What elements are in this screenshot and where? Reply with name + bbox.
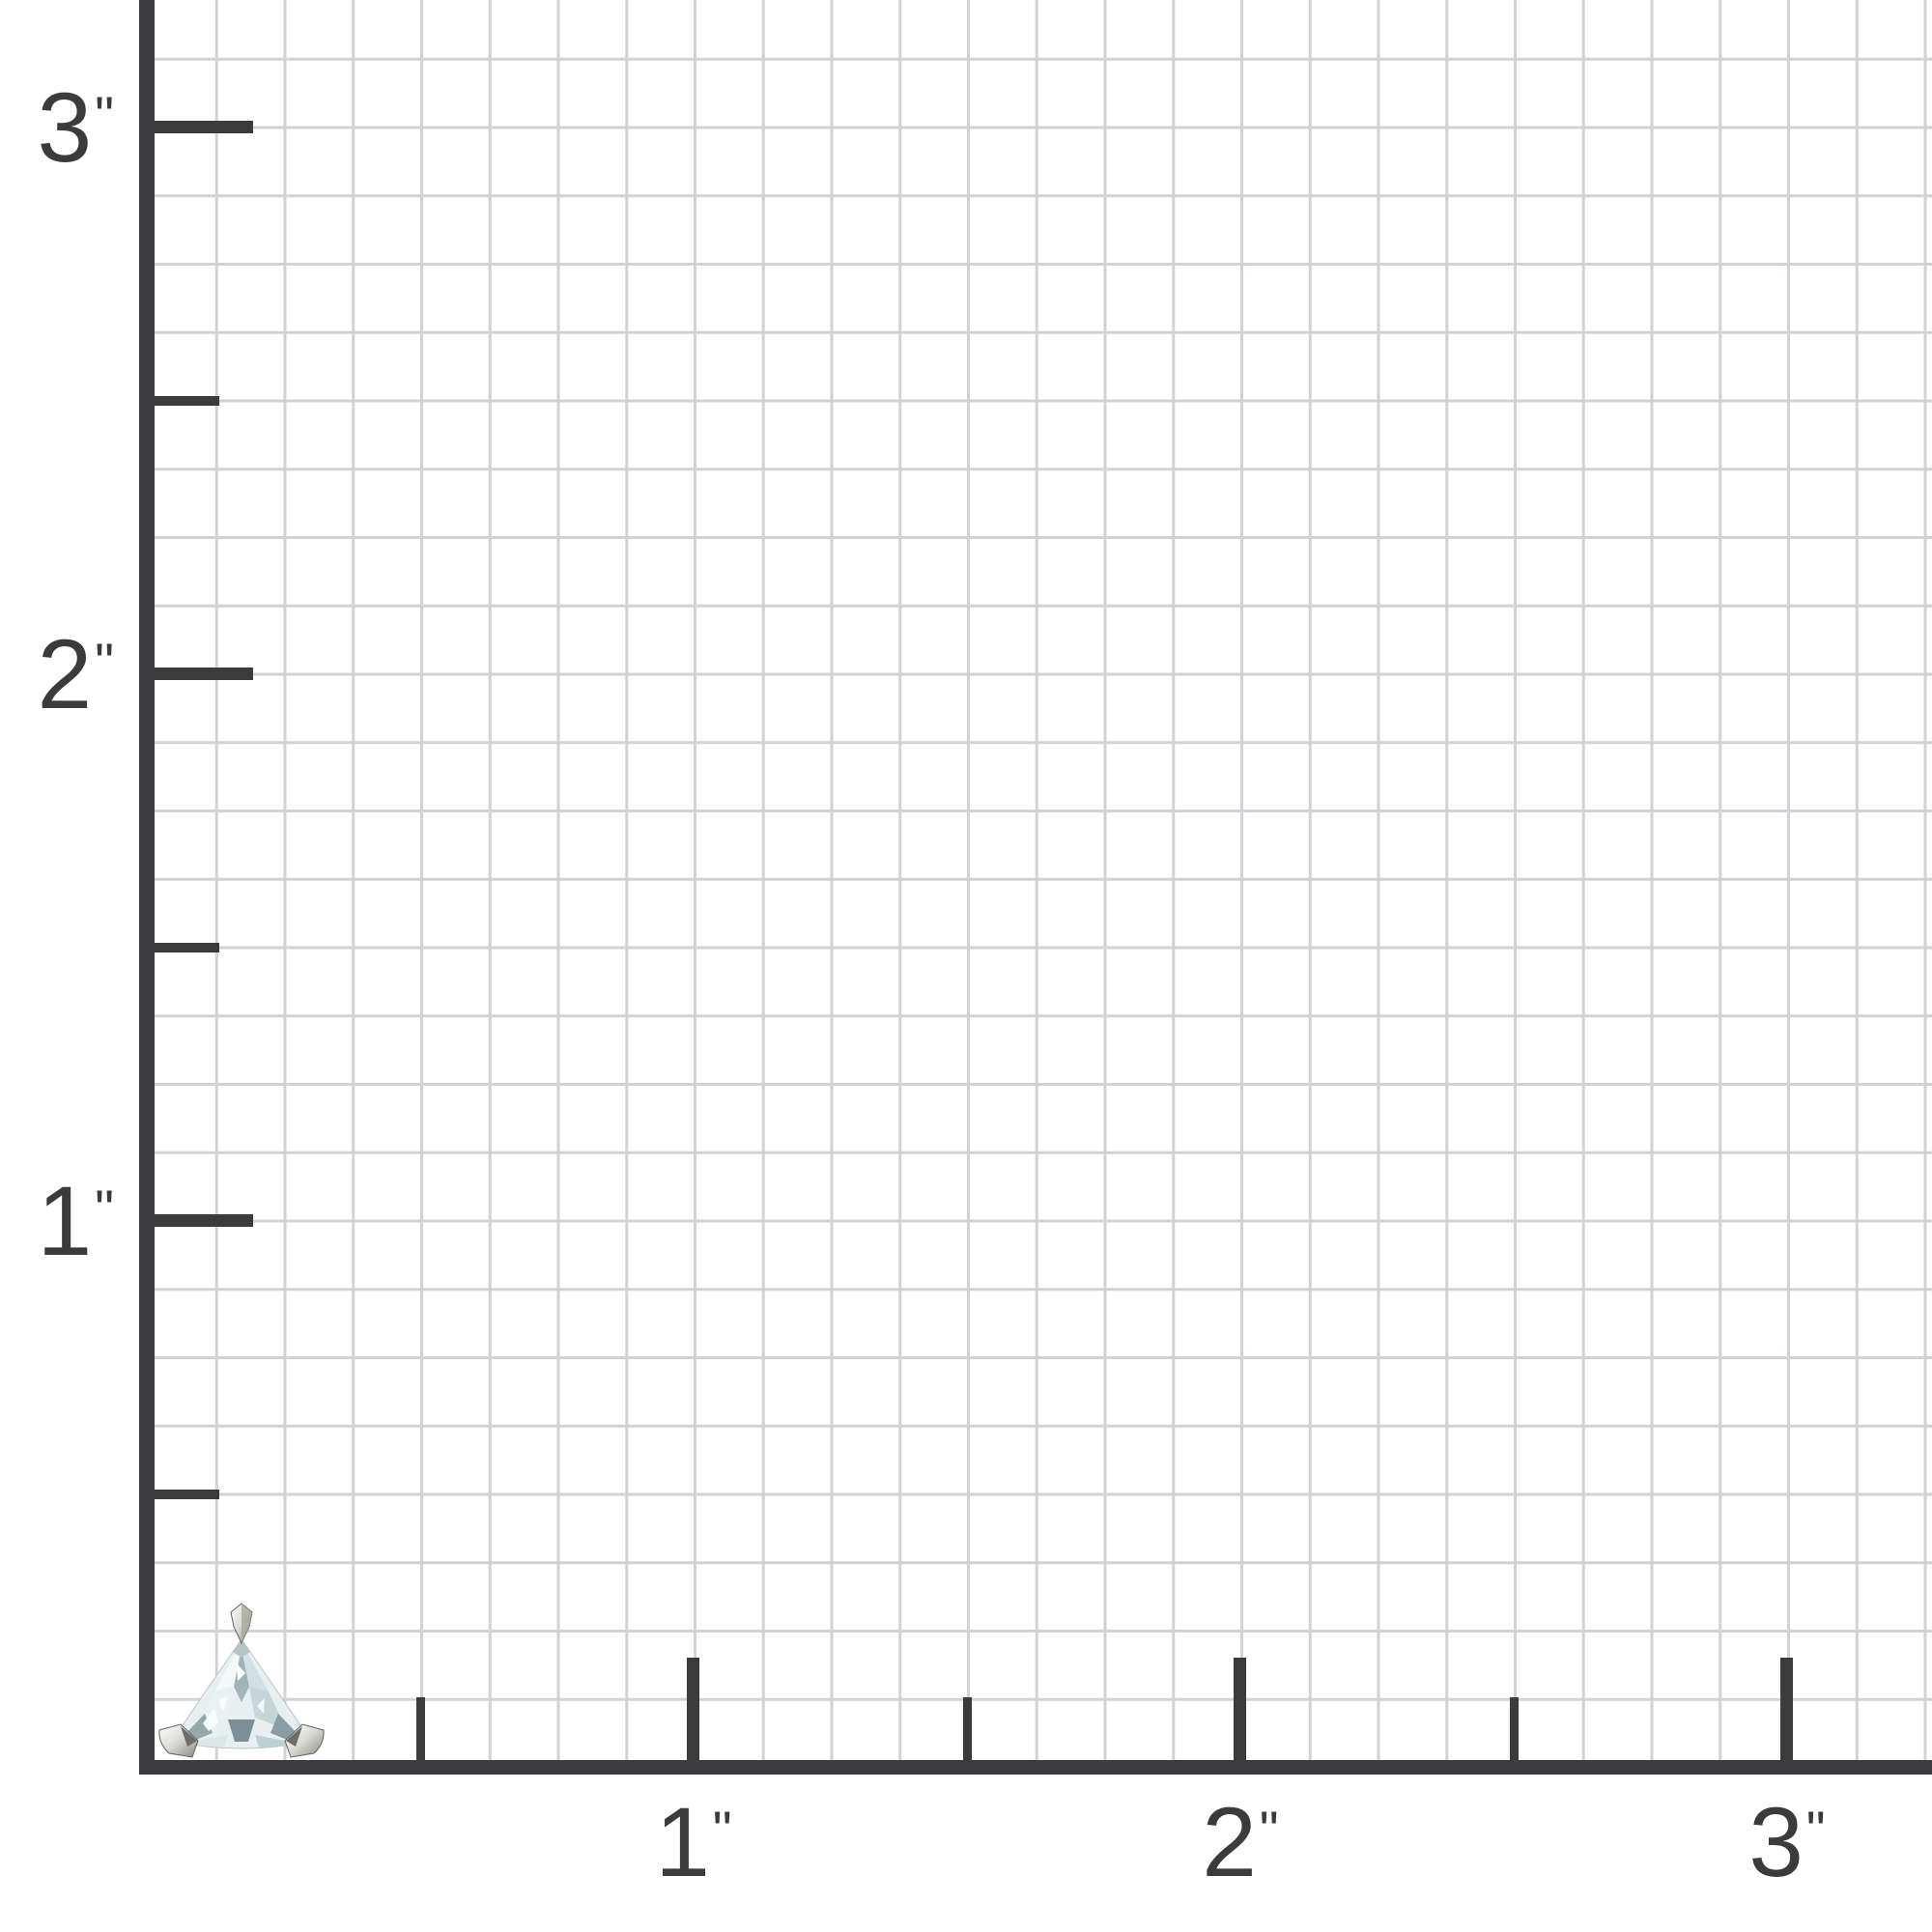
x-half-tick-0.5in (416, 1697, 425, 1762)
inch-unit-mark: " (95, 631, 114, 693)
tick-value: 3 (37, 72, 93, 183)
inch-unit-mark: " (95, 84, 114, 146)
x-major-tick-1in (687, 1658, 699, 1762)
gem-stone (158, 1603, 325, 1758)
x-half-tick-1.5in (963, 1697, 972, 1762)
prong-top (230, 1603, 253, 1645)
prong-bottom-right (284, 1723, 325, 1758)
gem-facets (182, 1639, 301, 1747)
tick-value: 2 (37, 619, 93, 729)
tick-value: 1 (37, 1166, 93, 1276)
x-axis-label-2in: 2" (1202, 1793, 1278, 1891)
y-major-tick-1in (145, 1214, 253, 1227)
inch-unit-mark: " (1805, 1799, 1826, 1861)
x-axis-label-1in: 1" (655, 1793, 731, 1891)
prong-bottom-left (158, 1723, 199, 1758)
vertical-ruler-axis (139, 0, 155, 1775)
y-axis-label-3in: 3" (0, 78, 114, 177)
y-half-tick-1.5in (145, 943, 219, 952)
tick-value: 2 (1202, 1787, 1258, 1897)
y-half-tick-0.5in (145, 1490, 219, 1499)
x-axis-label-3in: 3" (1748, 1793, 1825, 1891)
horizontal-ruler-axis (139, 1760, 1932, 1775)
x-half-tick-2.5in (1510, 1697, 1519, 1762)
x-major-tick-2in (1234, 1658, 1246, 1762)
y-major-tick-3in (145, 121, 253, 133)
x-major-tick-3in (1780, 1658, 1793, 1762)
tick-value: 1 (655, 1787, 711, 1897)
gemstone-photo (158, 1603, 325, 1758)
inch-unit-mark: " (712, 1799, 732, 1861)
graph-paper-grid (147, 0, 1932, 1768)
y-half-tick-2.5in (145, 396, 219, 406)
y-axis-label-1in: 1" (0, 1172, 114, 1270)
y-axis-label-2in: 2" (0, 625, 114, 724)
tick-value: 3 (1748, 1787, 1804, 1897)
inch-unit-mark: " (95, 1178, 114, 1239)
inch-unit-mark: " (1259, 1799, 1279, 1861)
y-major-tick-2in (145, 668, 253, 680)
